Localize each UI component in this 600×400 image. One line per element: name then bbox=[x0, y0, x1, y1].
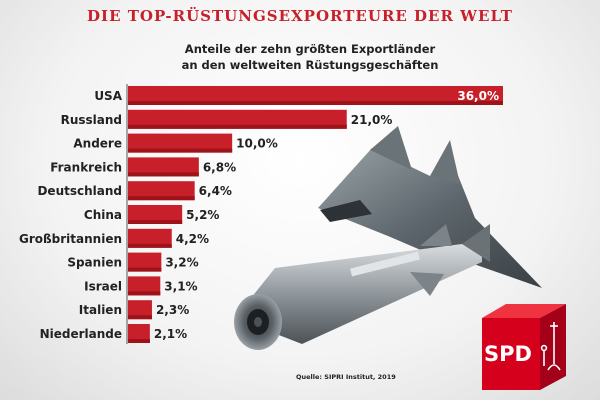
bar-shade-2 bbox=[128, 148, 233, 153]
category-label-1: Russland bbox=[61, 113, 122, 127]
value-label-0: 36,0% bbox=[457, 89, 499, 103]
category-label-0: USA bbox=[94, 89, 122, 103]
bar-4 bbox=[128, 181, 195, 201]
missile-illustration bbox=[234, 224, 490, 350]
value-label-4: 6,4% bbox=[199, 184, 232, 198]
spd-logo-text: SPD bbox=[484, 342, 532, 366]
category-label-6: Großbritannien bbox=[19, 232, 122, 246]
bar-shade-6 bbox=[128, 243, 172, 248]
value-label-1: 21,0% bbox=[351, 113, 393, 127]
value-label-7: 3,2% bbox=[165, 256, 198, 270]
category-label-7: Spanien bbox=[67, 256, 122, 270]
bar-shade-8 bbox=[128, 291, 161, 296]
category-label-2: Andere bbox=[73, 137, 122, 151]
category-label-8: Israel bbox=[84, 279, 122, 293]
bar-0 bbox=[128, 86, 503, 105]
category-label-5: China bbox=[84, 208, 122, 222]
value-label-2: 10,0% bbox=[236, 137, 278, 151]
bar-7 bbox=[128, 252, 162, 272]
subtitle-line-1: Anteile der zehn größten Exportländer bbox=[184, 42, 436, 56]
chart-subtitle: Anteile der zehn größten Exportländer an… bbox=[150, 41, 470, 73]
bar-3 bbox=[128, 157, 199, 177]
bar-shade-7 bbox=[128, 267, 162, 272]
value-label-9: 2,3% bbox=[156, 303, 189, 317]
category-label-3: Frankreich bbox=[50, 160, 122, 174]
source-note: Quelle: SIPRI Institut, 2019 bbox=[296, 373, 396, 381]
category-label-9: Italien bbox=[79, 303, 122, 317]
bar-2 bbox=[128, 133, 233, 153]
bar-shade-3 bbox=[128, 172, 199, 177]
bar-1 bbox=[128, 109, 347, 129]
bar-8 bbox=[128, 276, 161, 296]
bar-shade-9 bbox=[128, 315, 152, 320]
bar-series: USA 36,0% Russland 21,0% Andere 10,0% Frankrei… bbox=[19, 86, 503, 343]
value-label-10: 2,1% bbox=[154, 327, 187, 341]
value-label-6: 4,2% bbox=[176, 232, 209, 246]
category-label-4: Deutschland bbox=[37, 184, 122, 198]
bar-5 bbox=[128, 205, 183, 224]
bar-shade-0 bbox=[128, 101, 503, 105]
bar-6 bbox=[128, 228, 172, 248]
bar-shade-1 bbox=[128, 124, 347, 129]
value-label-8: 3,1% bbox=[164, 279, 197, 293]
value-label-5: 5,2% bbox=[186, 208, 219, 222]
page-title: DIE TOP-RÜSTUNGSEXPORTEURE DER WELT bbox=[87, 7, 513, 25]
subtitle-line-2: an den weltweiten Rüstungsgeschäften bbox=[181, 58, 439, 72]
value-label-3: 6,8% bbox=[203, 160, 236, 174]
bar-shade-4 bbox=[128, 196, 195, 201]
category-label-10: Niederlande bbox=[40, 327, 122, 341]
bar-shade-5 bbox=[128, 220, 183, 224]
bar-10 bbox=[128, 324, 150, 343]
bar-9 bbox=[128, 300, 152, 320]
spd-logo bbox=[482, 304, 566, 390]
bar-shade-10 bbox=[128, 339, 150, 343]
